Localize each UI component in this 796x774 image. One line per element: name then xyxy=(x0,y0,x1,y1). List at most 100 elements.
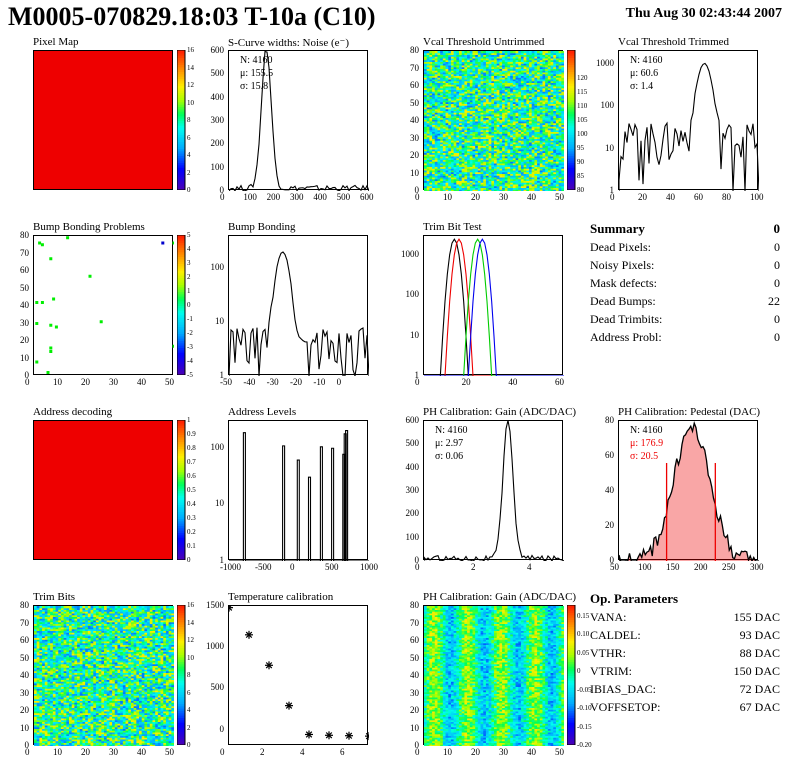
colorbar-tick: 0 xyxy=(187,556,191,564)
y-tick-label: 60 xyxy=(7,265,29,275)
y-tick-label: 70 xyxy=(7,618,29,628)
panel-trim_bits: Trim Bits0246810121416010203040500102030… xyxy=(5,589,200,774)
x-tick-label: -30 xyxy=(267,377,279,387)
y-tick-label: 60 xyxy=(397,635,419,645)
y-tick-label: 0 xyxy=(202,724,224,734)
x-tick-label: 10 xyxy=(443,747,452,757)
colorbar-tick: -4 xyxy=(187,357,193,365)
colorbar-tick: 6 xyxy=(187,689,191,697)
header-bar: M0005-070829.18:03 T-10a (C10) Thu Aug 3… xyxy=(0,0,796,32)
plot-area-bump_bonding_problems[interactable] xyxy=(33,235,173,375)
y-tick-label: 1 xyxy=(202,370,224,380)
x-tick-label: 4 xyxy=(527,562,532,572)
panel-title-ph_gain_map: PH Calibration: Gain (ADC/DAC) xyxy=(423,591,576,603)
colorbar-tick: 110 xyxy=(577,102,587,110)
y-tick-label: 10 xyxy=(397,330,419,340)
x-tick-label: -500 xyxy=(255,562,272,572)
y-tick-label: 1 xyxy=(397,370,419,380)
opparam-value: 88 DAC xyxy=(740,646,780,661)
stats-box-ph_gain: N: 4160μ: 2.97σ: 0.06 xyxy=(435,424,468,463)
y-tick-label: 1000 xyxy=(592,58,614,68)
x-tick-label: 50 xyxy=(165,377,174,387)
y-tick-label: 10 xyxy=(592,143,614,153)
y-tick-label: 20 xyxy=(7,705,29,715)
plot-area-address_decoding[interactable] xyxy=(33,420,173,560)
y-tick-label: 500 xyxy=(202,68,224,78)
colorbar-tick: 10 xyxy=(187,654,194,662)
y-tick-label: 200 xyxy=(202,138,224,148)
y-tick-label: 1000 xyxy=(397,249,419,259)
colorbar-tick: 105 xyxy=(577,116,588,124)
stats-box-vcal_trimmed: N: 4160μ: 60.6σ: 1.4 xyxy=(630,54,663,93)
x-tick-label: 40 xyxy=(666,192,675,202)
x-tick-label: 150 xyxy=(666,562,680,572)
summary-header-value: 0 xyxy=(774,221,781,237)
y-tick-label: 30 xyxy=(397,688,419,698)
plot-area-address_levels[interactable] xyxy=(228,420,368,560)
colorbar-tick: 5 xyxy=(187,231,191,239)
summary-label: Dead Bumps: xyxy=(590,294,656,309)
plot-area-trim_bit_test[interactable] xyxy=(423,235,563,375)
x-tick-label: 40 xyxy=(137,747,146,757)
y-tick-label: 0 xyxy=(397,740,419,750)
colorbar-tick: 0.8 xyxy=(187,444,196,452)
y-tick-label: 70 xyxy=(397,63,419,73)
opparam-label: VTRIM: xyxy=(590,664,632,679)
summary-value: 0 xyxy=(774,240,780,255)
colorbar-tick: 8 xyxy=(187,116,191,124)
colorbar-tick: 95 xyxy=(577,144,584,152)
x-tick-label: 50 xyxy=(555,747,564,757)
date-title: Thu Aug 30 02:43:44 2007 xyxy=(626,6,782,22)
panel-op_parameters: Op. ParametersOp. ParametersVANA:155 DAC… xyxy=(590,589,785,774)
colorbar-tick: -1 xyxy=(187,315,193,323)
summary-title: Summary xyxy=(590,221,645,237)
opparam-value: 67 DAC xyxy=(740,700,780,715)
panel-summary: SummarySummary0Dead Pixels:0Noisy Pixels… xyxy=(590,219,785,404)
y-tick-label: 600 xyxy=(397,415,419,425)
panel-address_levels: Address Levels-1000-50005001000110100 xyxy=(200,404,395,589)
y-tick-label: 100 xyxy=(202,442,224,452)
colorbar-tick: 0.3 xyxy=(187,514,196,522)
y-tick-label: 40 xyxy=(397,670,419,680)
colorbar-tick: 0 xyxy=(577,667,581,675)
colorbar-tick: 10 xyxy=(187,99,194,107)
y-tick-label: 600 xyxy=(202,45,224,55)
y-tick-label: 50 xyxy=(397,653,419,663)
y-tick-label: 0 xyxy=(202,185,224,195)
colorbar-tick: 4 xyxy=(187,151,191,159)
opparam-label: VTHR: xyxy=(590,646,626,661)
plot-area-ph_gain_map[interactable] xyxy=(423,605,563,745)
y-tick-label: 500 xyxy=(397,438,419,448)
y-tick-label: 20 xyxy=(592,520,614,530)
y-tick-label: 40 xyxy=(397,115,419,125)
plot-area-vcal_untrimmed[interactable] xyxy=(423,50,563,190)
plot-area-temperature_calibration[interactable] xyxy=(228,605,368,745)
panel-ph_pedestal: PH Calibration: Pedestal (DAC)5010015020… xyxy=(590,404,785,589)
summary-value: 22 xyxy=(768,294,780,309)
y-tick-label: 10 xyxy=(397,168,419,178)
x-tick-label: 2 xyxy=(471,562,476,572)
colorbar-tick: 0.7 xyxy=(187,458,196,466)
y-tick-label: 80 xyxy=(7,230,29,240)
y-tick-label: 0 xyxy=(592,555,614,565)
y-tick-label: 30 xyxy=(7,688,29,698)
x-tick-label: 10 xyxy=(53,377,62,387)
stats-box-scurve_widths: N: 4160μ: 155.5σ: 15.8 xyxy=(240,54,273,93)
colorbar-tick: 1 xyxy=(187,416,191,424)
x-tick-label: 80 xyxy=(722,192,731,202)
panel-title-bump_bonding: Bump Bonding xyxy=(228,221,296,233)
panel-title-vcal_untrimmed: Vcal Threshold Untrimmed xyxy=(423,36,544,48)
plot-area-pixel_map[interactable] xyxy=(33,50,173,190)
panel-title-pixel_map: Pixel Map xyxy=(33,36,79,48)
y-tick-label: 300 xyxy=(202,115,224,125)
plot-area-bump_bonding[interactable] xyxy=(228,235,368,375)
colorbar-tick: 16 xyxy=(187,601,194,609)
panel-vcal_untrimmed: Vcal Threshold Untrimmed8085909510010511… xyxy=(395,34,590,219)
y-tick-label: 60 xyxy=(397,80,419,90)
x-tick-label: 6 xyxy=(340,747,345,757)
panel-ph_gain: PH Calibration: Gain (ADC/DAC)0240100200… xyxy=(395,404,590,589)
x-tick-label: 60 xyxy=(694,192,703,202)
plot-area-trim_bits[interactable] xyxy=(33,605,173,745)
y-tick-label: 70 xyxy=(7,248,29,258)
y-tick-label: 60 xyxy=(592,450,614,460)
